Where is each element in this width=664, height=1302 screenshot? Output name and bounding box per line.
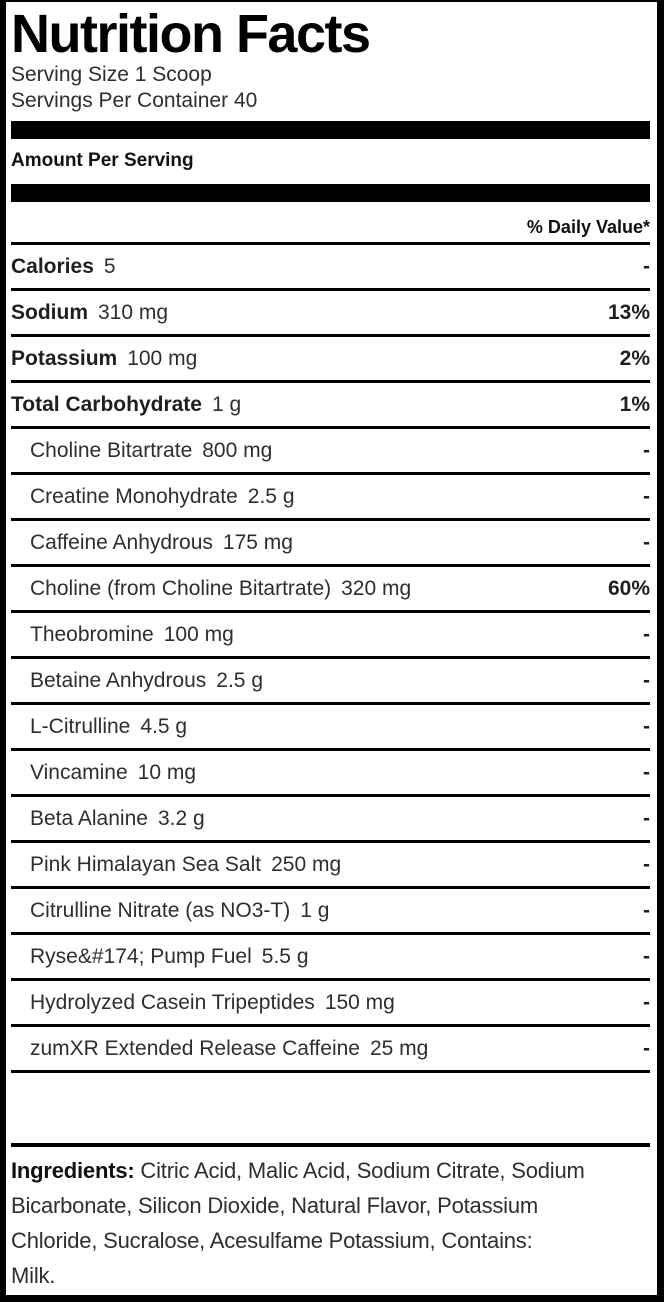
nutrient-name: Total Carbohydrate	[11, 392, 202, 416]
nutrient-row: Sodium 310 mg 13%	[11, 291, 650, 337]
nutrient-amount: 100 mg	[163, 622, 234, 646]
nutrient-row: Ryse&#174; Pump Fuel 5.5 g -	[11, 935, 650, 981]
nutrient-row: zumXR Extended Release Caffeine 25 mg -	[11, 1027, 650, 1073]
nutrient-name: Sodium	[11, 300, 88, 324]
thick-divider-bar	[11, 121, 650, 139]
nutrient-name: Calories	[11, 254, 94, 278]
nutrient-daily-value: -	[643, 714, 650, 738]
nutrient-name: Pink Himalayan Sea Salt	[30, 852, 262, 876]
thick-divider-bar	[11, 184, 650, 202]
nutrient-name: Citrulline Nitrate (as NO3-T)	[30, 898, 291, 922]
nutrient-daily-value: -	[643, 438, 650, 462]
nutrient-row: Creatine Monohydrate 2.5 g -	[11, 475, 650, 521]
nutrient-amount: 25 mg	[369, 1036, 429, 1060]
nutrient-daily-value: -	[643, 254, 650, 278]
ingredients-label: Ingredients:	[11, 1158, 135, 1183]
nutrient-daily-value: 1%	[619, 392, 650, 416]
nutrient-row: Hydrolyzed Casein Tripeptides 150 mg -	[11, 981, 650, 1027]
nutrient-row: Betaine Anhydrous 2.5 g -	[11, 659, 650, 705]
nutrient-name: zumXR Extended Release Caffeine	[30, 1036, 360, 1060]
nutrient-row: Calories 5 -	[11, 245, 650, 291]
nutrient-name: Potassium	[11, 346, 118, 370]
nutrient-name: Ryse&#174; Pump Fuel	[30, 944, 252, 968]
nutrient-daily-value: 60%	[607, 576, 650, 600]
nutrient-daily-value: 13%	[607, 300, 650, 324]
nutrient-name: Beta Alanine	[30, 806, 148, 830]
nutrient-daily-value: -	[643, 622, 650, 646]
nutrient-name: Caffeine Anhydrous	[30, 530, 213, 554]
nutrient-amount: 320 mg	[341, 576, 412, 600]
nutrient-name: Choline (from Choline Bitartrate)	[30, 576, 332, 600]
nutrient-name: Choline Bitartrate	[30, 438, 193, 462]
nutrient-amount: 5	[103, 254, 116, 278]
nutrient-amount: 310 mg	[98, 300, 169, 324]
nutrient-amount: 2.5 g	[216, 668, 264, 692]
nutrient-amount: 175 mg	[222, 530, 293, 554]
nutrient-row: Caffeine Anhydrous 175 mg -	[11, 521, 650, 567]
nutrient-amount: 150 mg	[324, 990, 395, 1014]
nutrient-amount: 100 mg	[127, 346, 198, 370]
nutrient-daily-value: -	[643, 484, 650, 508]
nutrient-daily-value: -	[643, 944, 650, 968]
nutrient-name: Theobromine	[30, 622, 154, 646]
nutrient-amount: 250 mg	[271, 852, 342, 876]
ingredients-section: Ingredients: Citric Acid, Malic Acid, So…	[11, 1143, 650, 1293]
daily-value-header: % Daily Value*	[11, 216, 650, 245]
nutrient-daily-value: -	[643, 668, 650, 692]
nutrient-amount: 10 mg	[137, 760, 197, 784]
nutrient-amount: 1 g	[211, 392, 242, 416]
serving-size: Serving Size 1 Scoop	[11, 63, 212, 86]
nutrient-row: Vincamine 10 mg -	[11, 751, 650, 797]
ingredients-text: Citric Acid, Malic Acid, Sodium Citrate,…	[11, 1158, 585, 1288]
nutrient-row: Total Carbohydrate 1 g 1%	[11, 383, 650, 429]
nutrient-row: Choline Bitartrate 800 mg -	[11, 429, 650, 475]
nutrient-amount: 4.5 g	[140, 714, 188, 738]
nutrient-daily-value: -	[643, 530, 650, 554]
nutrient-row: Beta Alanine 3.2 g -	[11, 797, 650, 843]
nutrient-row: Choline (from Choline Bitartrate) 320 mg…	[11, 567, 650, 613]
nutrient-row: Citrulline Nitrate (as NO3-T) 1 g -	[11, 889, 650, 935]
nutrient-row: Pink Himalayan Sea Salt 250 mg -	[11, 843, 650, 889]
nutrient-name: L-Citrulline	[30, 714, 131, 738]
nutrient-daily-value: -	[643, 852, 650, 876]
nutrient-amount: 5.5 g	[261, 944, 309, 968]
nutrient-name: Betaine Anhydrous	[30, 668, 207, 692]
servings-per-container: Servings Per Container 40	[11, 89, 258, 112]
amount-per-serving-heading: Amount Per Serving	[11, 150, 194, 171]
nutrient-name: Vincamine	[30, 760, 128, 784]
nutrient-amount: 2.5 g	[247, 484, 295, 508]
nutrient-row: L-Citrulline 4.5 g -	[11, 705, 650, 751]
nutrient-amount: 800 mg	[202, 438, 273, 462]
nutrient-amount: 1 g	[300, 898, 330, 922]
label-title: Nutrition Facts	[11, 4, 371, 64]
nutrient-daily-value: -	[643, 990, 650, 1014]
nutrient-rows: Calories 5 - Sodium 310 mg 13% Potassium…	[11, 245, 650, 1073]
nutrient-daily-value: -	[643, 806, 650, 830]
nutrient-daily-value: 2%	[619, 346, 650, 370]
nutrient-amount: 3.2 g	[157, 806, 205, 830]
nutrient-name: Creatine Monohydrate	[30, 484, 238, 508]
nutrient-daily-value: -	[643, 898, 650, 922]
nutrient-row: Theobromine 100 mg -	[11, 613, 650, 659]
nutrient-daily-value: -	[643, 1036, 650, 1060]
nutrient-name: Hydrolyzed Casein Tripeptides	[30, 990, 315, 1014]
nutrient-daily-value: -	[643, 760, 650, 784]
nutrient-row: Potassium 100 mg 2%	[11, 337, 650, 383]
blank-gap	[11, 1073, 650, 1143]
